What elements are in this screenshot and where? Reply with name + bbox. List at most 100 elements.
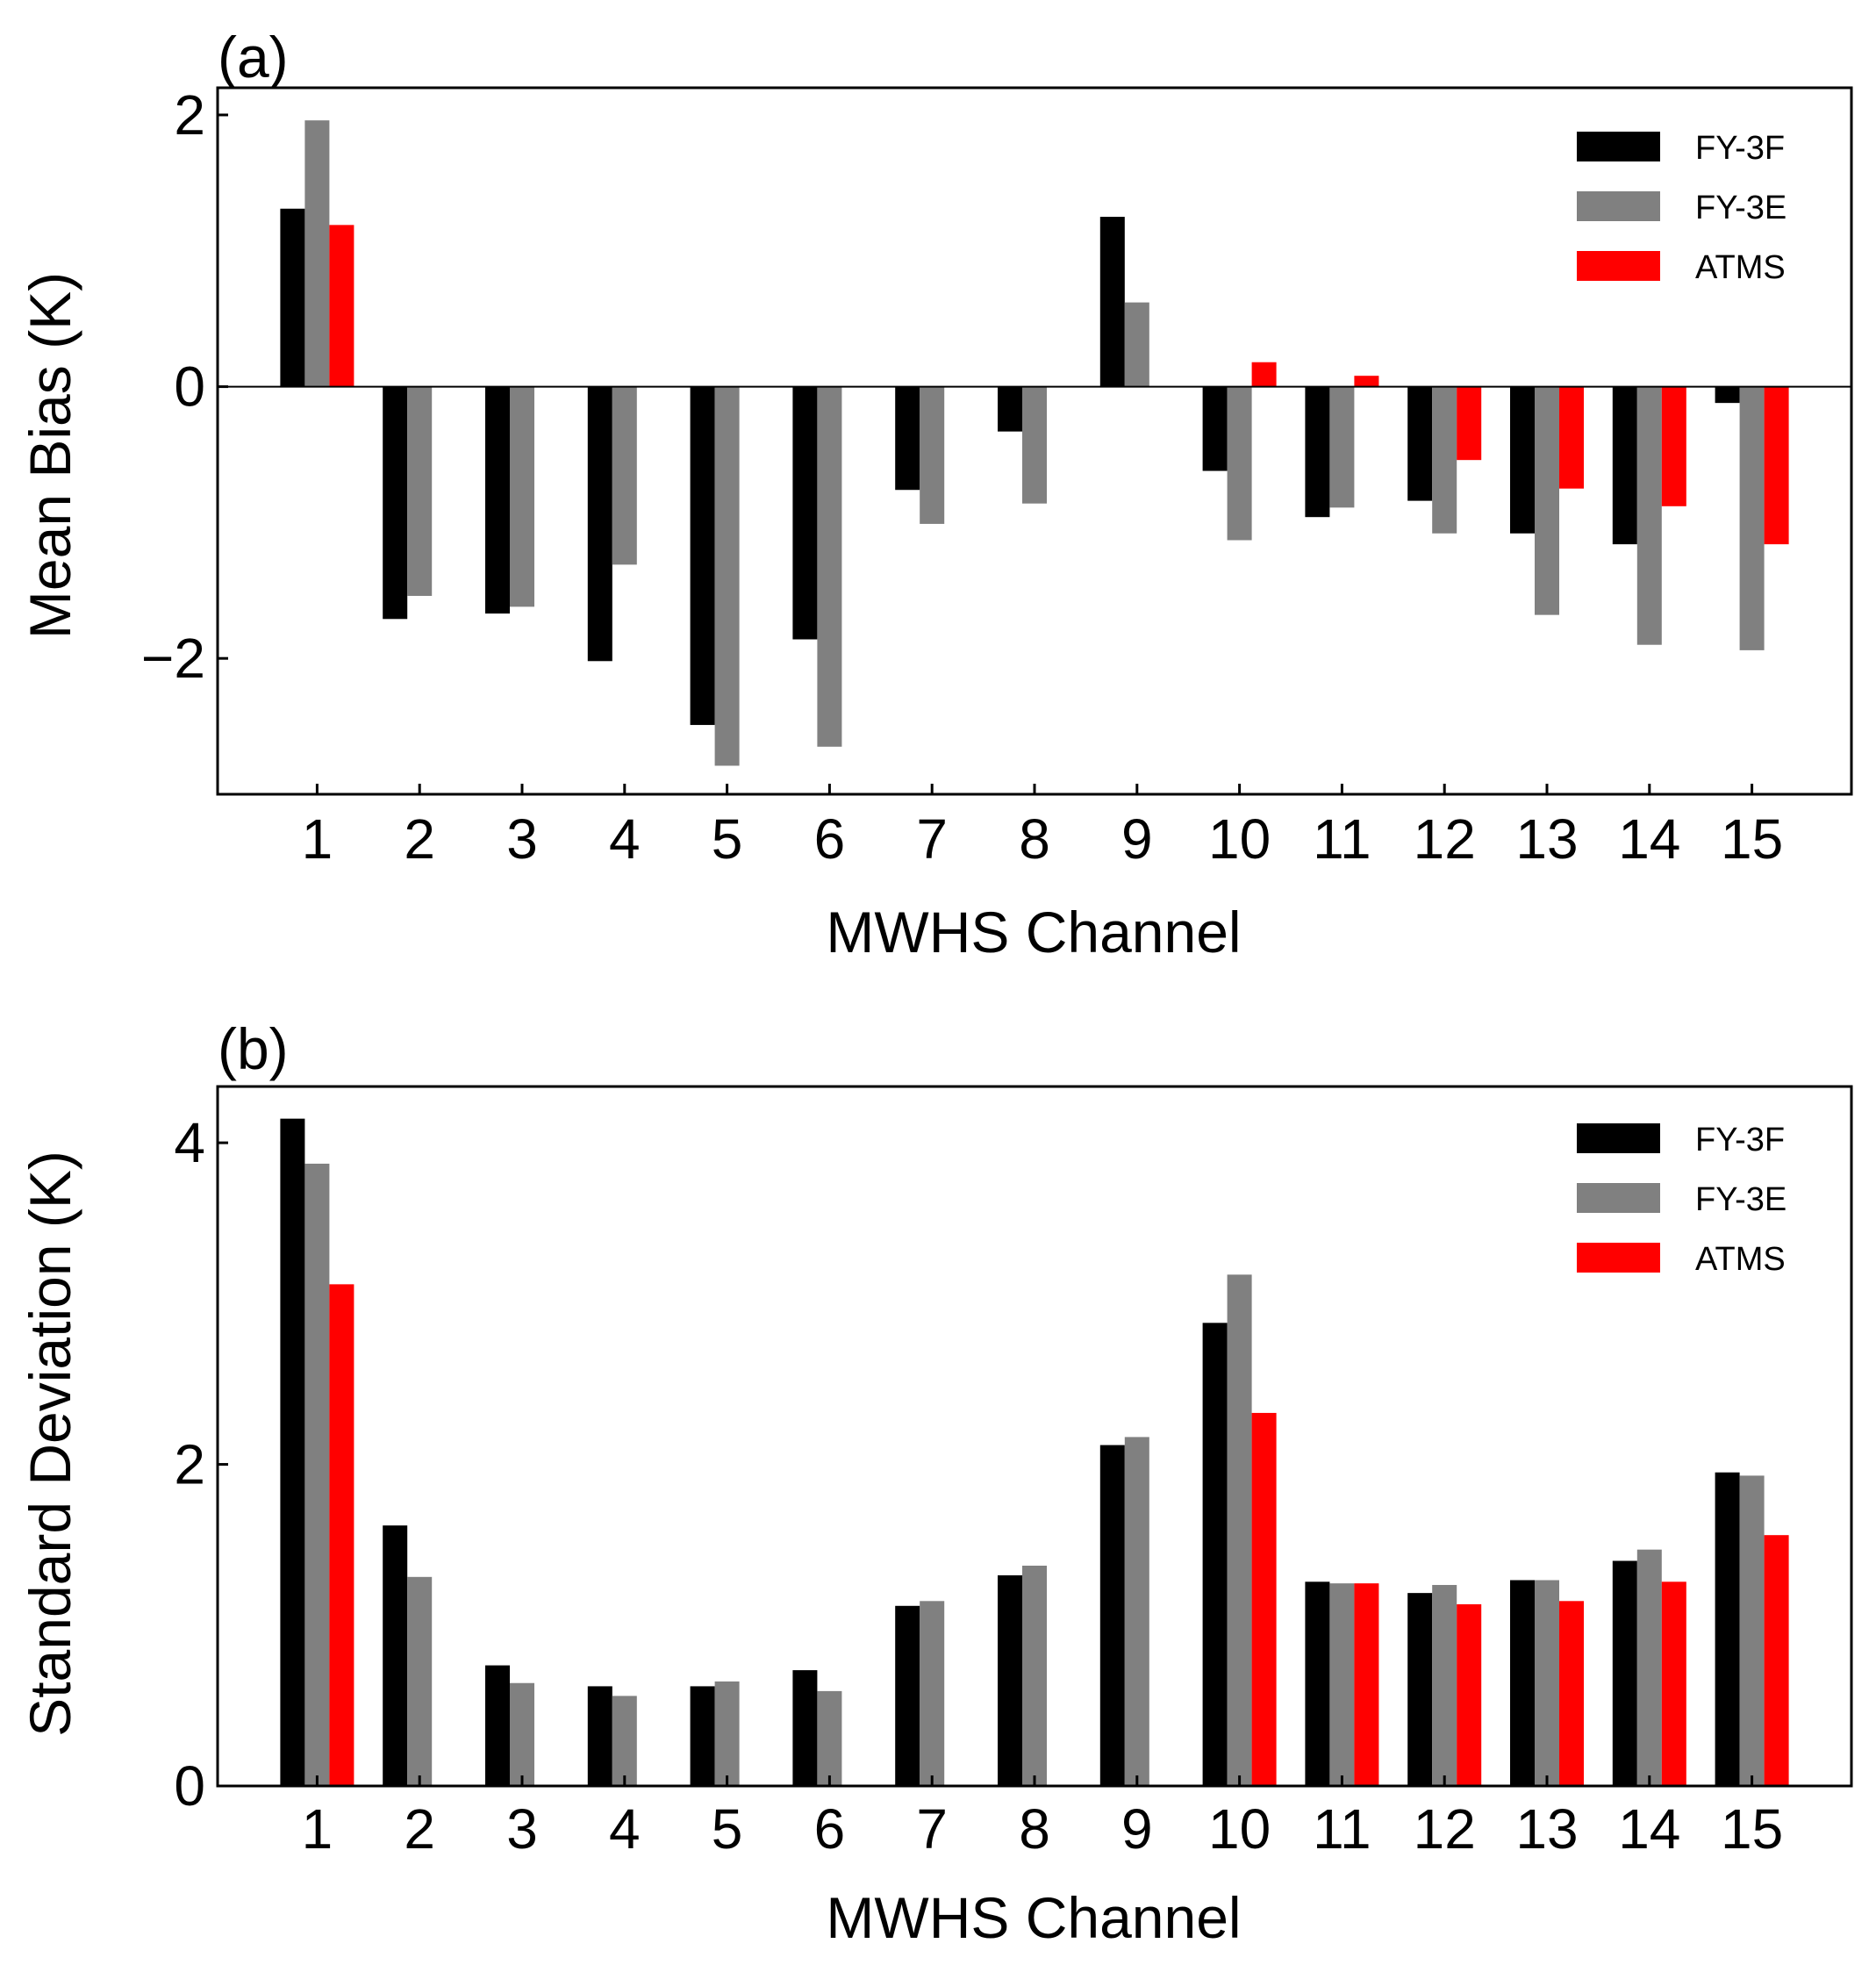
bar-fy-3e-ch10 bbox=[1227, 386, 1252, 541]
legend-label-atms: ATMS bbox=[1695, 1241, 1786, 1278]
bar-fy-3e-ch2 bbox=[407, 386, 433, 596]
bar-atms-ch14 bbox=[1661, 1581, 1686, 1786]
legend-label-fy-3e: FY-3E bbox=[1695, 1181, 1786, 1218]
bar-fy-3f-ch3 bbox=[485, 1665, 510, 1786]
panel-b: (b) 420 1 2 3 4 5 6 7 8 9 10 11 12 13 14 15 FY-3FFY-3E… bbox=[18, 1016, 1853, 1950]
y-tick-label: 2 bbox=[174, 83, 205, 147]
bar-fy-3e-ch8 bbox=[1022, 1565, 1047, 1786]
bar-fy-3f-ch1 bbox=[280, 208, 305, 387]
panel-b-bars bbox=[280, 1118, 1789, 1786]
bar-fy-3f-ch5 bbox=[690, 1686, 715, 1786]
x-tick-label: 13 bbox=[1515, 807, 1578, 871]
x-tick-label: 15 bbox=[1721, 807, 1783, 871]
panel-a-y-axis-label: Mean Bias (K) bbox=[18, 272, 82, 639]
bar-fy-3e-ch12 bbox=[1432, 1584, 1457, 1786]
panel-b-x-axis-label: MWHS Channel bbox=[826, 1885, 1241, 1950]
bar-fy-3e-ch1 bbox=[304, 120, 330, 387]
x-tick-label: 1 bbox=[302, 1797, 333, 1861]
bar-fy-3f-ch13 bbox=[1510, 386, 1535, 534]
legend-label-fy-3e: FY-3E bbox=[1695, 190, 1786, 226]
legend-swatch-atms bbox=[1577, 1243, 1660, 1273]
panel-b-y-axis-label: Standard Deviation (K) bbox=[18, 1151, 82, 1737]
bar-atms-ch12 bbox=[1457, 1603, 1482, 1786]
bar-fy-3f-ch1 bbox=[280, 1118, 305, 1786]
bar-fy-3f-ch6 bbox=[792, 1670, 818, 1786]
bar-fy-3f-ch13 bbox=[1510, 1580, 1535, 1786]
bar-atms-ch15 bbox=[1764, 1535, 1789, 1786]
bar-fy-3e-ch9 bbox=[1124, 1437, 1149, 1786]
bar-fy-3f-ch12 bbox=[1407, 1593, 1433, 1786]
x-tick-label: 9 bbox=[1121, 807, 1153, 871]
legend-swatch-fy-3f bbox=[1577, 1123, 1660, 1153]
bar-fy-3e-ch1 bbox=[304, 1163, 330, 1786]
legend-label-fy-3f: FY-3F bbox=[1695, 130, 1785, 167]
panel-a-label: (a) bbox=[218, 25, 289, 90]
bar-fy-3f-ch10 bbox=[1202, 1323, 1228, 1786]
x-tick-label: 7 bbox=[916, 807, 948, 871]
panel-b-y-ticks: 4 2 0 bbox=[174, 1111, 228, 1818]
panel-a-legend: FY-3F FY-3E ATMS bbox=[1577, 130, 1786, 286]
x-tick-label: 14 bbox=[1618, 807, 1680, 871]
x-tick-label: 6 bbox=[814, 1797, 846, 1861]
x-tick-label: 14 bbox=[1618, 1797, 1680, 1861]
bar-fy-3f-ch4 bbox=[587, 386, 612, 662]
x-tick-label: 11 bbox=[1313, 1797, 1371, 1861]
x-tick-label: 9 bbox=[1121, 1797, 1153, 1861]
bar-fy-3e-ch7 bbox=[920, 386, 945, 524]
bar-fy-3e-ch9 bbox=[1124, 302, 1149, 387]
bar-atms-ch12 bbox=[1457, 386, 1482, 461]
bar-atms-ch15 bbox=[1764, 386, 1789, 545]
bar-fy-3e-ch7 bbox=[920, 1601, 945, 1786]
bar-fy-3e-ch10 bbox=[1227, 1274, 1252, 1786]
x-tick-label: 2 bbox=[404, 807, 435, 871]
bar-fy-3f-ch5 bbox=[690, 386, 715, 726]
bar-fy-3e-ch15 bbox=[1739, 1475, 1765, 1786]
bar-fy-3e-ch3 bbox=[510, 386, 534, 607]
x-tick-label: 3 bbox=[506, 807, 538, 871]
bar-atms-ch13 bbox=[1559, 1601, 1584, 1786]
bar-fy-3f-ch14 bbox=[1612, 1560, 1637, 1786]
bar-fy-3e-ch14 bbox=[1636, 1549, 1662, 1786]
y-tick-label: −2 bbox=[141, 627, 205, 690]
y-tick-label: 0 bbox=[174, 355, 205, 419]
bar-fy-3f-ch7 bbox=[895, 1605, 920, 1786]
bar-fy-3f-ch8 bbox=[998, 1574, 1022, 1786]
legend-swatch-fy-3e bbox=[1577, 191, 1660, 221]
bar-atms-ch10 bbox=[1251, 362, 1277, 387]
bar-fy-3f-ch6 bbox=[792, 386, 818, 640]
bar-fy-3f-ch10 bbox=[1202, 386, 1228, 471]
bar-fy-3e-ch13 bbox=[1535, 386, 1559, 615]
panel-b-x-ticks: 1 2 3 4 5 6 7 8 9 10 11 12 13 14 15 bbox=[302, 1775, 1783, 1861]
bar-fy-3f-ch15 bbox=[1715, 1472, 1740, 1786]
bar-fy-3e-ch4 bbox=[612, 1696, 637, 1786]
x-tick-label: 13 bbox=[1515, 1797, 1578, 1861]
bar-fy-3e-ch8 bbox=[1022, 386, 1047, 504]
bar-fy-3e-ch2 bbox=[407, 1576, 433, 1786]
legend-label-fy-3f: FY-3F bbox=[1695, 1122, 1785, 1158]
bar-fy-3f-ch11 bbox=[1305, 386, 1330, 518]
x-tick-label: 2 bbox=[404, 1797, 435, 1861]
x-tick-label: 11 bbox=[1313, 807, 1371, 871]
bar-atms-ch14 bbox=[1661, 386, 1686, 506]
legend-swatch-fy-3e bbox=[1577, 1183, 1660, 1213]
bar-fy-3e-ch14 bbox=[1636, 386, 1662, 645]
bar-fy-3f-ch7 bbox=[895, 386, 920, 491]
bar-fy-3f-ch2 bbox=[383, 1525, 408, 1786]
bar-fy-3e-ch11 bbox=[1329, 1583, 1355, 1786]
bar-fy-3e-ch3 bbox=[510, 1682, 534, 1786]
x-tick-label: 6 bbox=[814, 807, 846, 871]
panel-a: (a) 20−2 1 2 3 4 5 6 7 8 9 10 11 12 13 14 15 FY-3FFY-3… bbox=[18, 25, 1853, 965]
bar-fy-3f-ch15 bbox=[1715, 386, 1740, 404]
bar-fy-3e-ch5 bbox=[714, 1681, 740, 1786]
legend-swatch-atms bbox=[1577, 251, 1660, 281]
x-tick-label: 7 bbox=[916, 1797, 948, 1861]
legend-swatch-fy-3f bbox=[1577, 132, 1660, 161]
x-tick-label: 15 bbox=[1721, 1797, 1783, 1861]
bar-atms-ch11 bbox=[1354, 1583, 1379, 1786]
panel-a-x-ticks: 1 2 3 4 5 6 7 8 9 10 11 12 13 14 15 bbox=[302, 784, 1783, 871]
x-tick-label: 5 bbox=[712, 807, 743, 871]
x-tick-label: 12 bbox=[1414, 807, 1476, 871]
bar-fy-3e-ch6 bbox=[817, 1690, 842, 1786]
bar-atms-ch1 bbox=[329, 1284, 354, 1786]
